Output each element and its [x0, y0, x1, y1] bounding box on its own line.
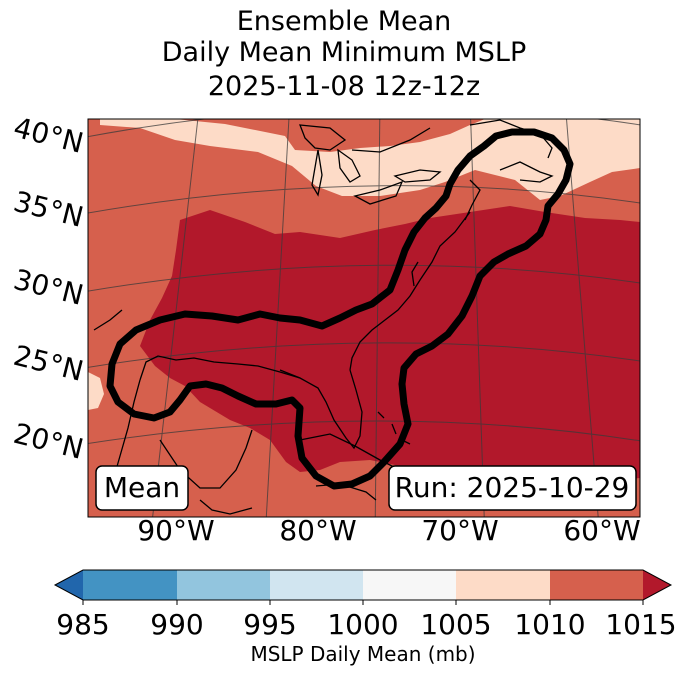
lon-label-90: 90°W	[137, 514, 214, 547]
colorbar-tick-985: 985	[56, 608, 109, 641]
title-line-3: 2025-11-08 12z-12z	[207, 71, 481, 102]
colorbar-label: MSLP Daily Mean (mb)	[250, 642, 475, 666]
colorbar-extend-high	[643, 570, 671, 600]
colorbar-seg-1010-1015	[550, 570, 643, 600]
mean-box-label: Mean	[104, 471, 180, 504]
lon-label-70: 70°W	[421, 514, 498, 547]
colorbar-tick-1000: 1000	[327, 608, 398, 641]
run-box: Run: 2025-10-29	[388, 465, 637, 511]
colorbar-tick-1015: 1015	[605, 608, 676, 641]
colorbar: 985 990 995 1000 1005 1010 1015 MSLP Dai…	[53, 569, 677, 666]
colorbar-seg-995-1000	[270, 570, 363, 600]
mslp-contour-1015	[106, 128, 574, 490]
lat-label-25: 25°N	[10, 339, 86, 388]
lon-label-60: 60°W	[563, 514, 640, 547]
colorbar-tick-990: 990	[150, 608, 203, 641]
colorbar-tick-1010: 1010	[514, 608, 585, 641]
title-line-2: Daily Mean Minimum MSLP	[161, 37, 527, 68]
colorbar-seg-1000-1005	[363, 570, 456, 600]
lon-label-80: 80°W	[279, 514, 356, 547]
map-panel	[88, 119, 640, 517]
colorbar-seg-1005-1010	[456, 570, 550, 600]
colorbar-seg-985-990	[83, 570, 177, 600]
mean-box: Mean	[95, 465, 189, 511]
run-box-label: Run: 2025-10-29	[395, 471, 630, 504]
pressure-field-1005-1010-north	[100, 119, 640, 200]
title-line-1: Ensemble Mean	[236, 6, 452, 37]
lat-label-30: 30°N	[10, 263, 86, 312]
colorbar-seg-990-995	[177, 570, 270, 600]
lat-label-35: 35°N	[10, 185, 86, 234]
colorbar-tick-995: 995	[243, 608, 296, 641]
colorbar-tick-1005: 1005	[420, 608, 491, 641]
pressure-field-1005-1010-west	[88, 372, 104, 410]
lat-label-40: 40°N	[10, 111, 86, 160]
colorbar-extend-low	[55, 570, 83, 600]
lat-label-20: 20°N	[10, 417, 86, 466]
map-frame	[87, 118, 641, 518]
